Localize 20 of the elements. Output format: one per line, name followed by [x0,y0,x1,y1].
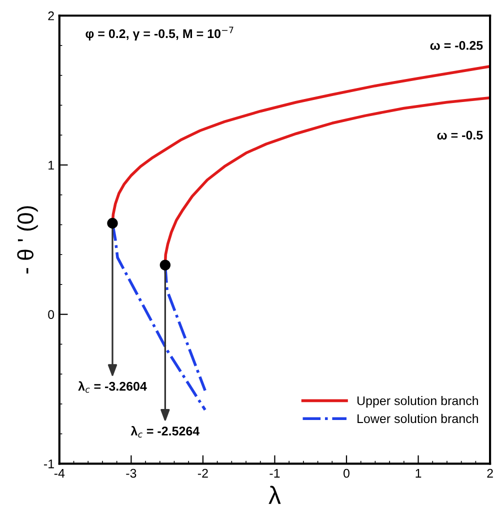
annotation: ω = -0.25 [430,41,483,50]
y-axis-title: - θ ' (0) [17,206,38,274]
x-tick-label: 2 [487,468,493,478]
x-tick-label: 1 [416,469,422,478]
x-tick-label: -3 [126,468,136,478]
y-tick-label: 1 [48,160,54,170]
y-tick-label: -1 [44,460,54,468]
annotation: λ$_{c}$ = -3.2604 [78,381,147,393]
legend-label: Lower solution branch [358,414,478,424]
x-axis-title: λ [268,486,281,504]
y-tick-label: 0 [48,310,54,319]
legend-label: Upper solution branch [357,396,478,408]
x-tick-label: -1 [270,469,280,478]
x-tick-label: -2 [198,468,208,478]
annotation: ω = -0.5 [437,130,483,140]
x-tick-label: 0 [344,468,350,478]
annotation: λ$_{c}$ = -2.5264 [130,426,200,438]
x-tick-label: -4 [54,469,65,478]
y-tick-label: 2 [48,11,54,20]
annotation: φ = 0.2, γ = -0.5, M = 10$^{−7}$ [86,26,234,41]
